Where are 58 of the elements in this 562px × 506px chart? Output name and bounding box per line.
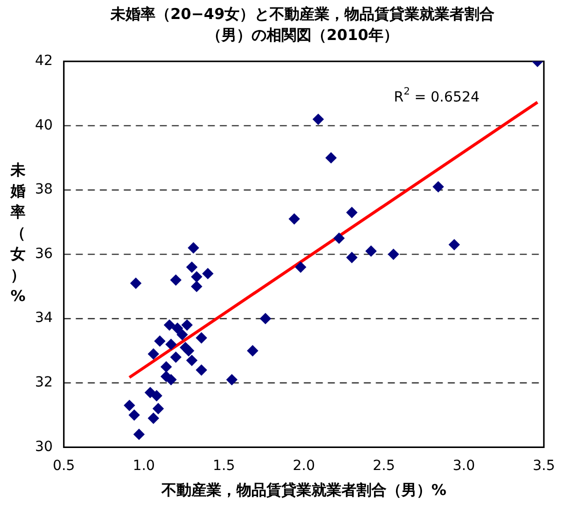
y-tick-label: 42 (34, 53, 53, 70)
y-tick-label: 38 (34, 182, 53, 198)
point (182, 320, 193, 331)
x-tick-label: 1.0 (132, 458, 155, 474)
y-tick-label: 36 (34, 246, 53, 262)
x-tick-label: 3.5 (532, 458, 555, 474)
point (260, 313, 271, 324)
point (188, 242, 199, 254)
point (164, 320, 175, 331)
point (166, 338, 177, 350)
point (191, 280, 202, 292)
point (151, 390, 162, 402)
point (346, 252, 358, 264)
point (166, 374, 177, 386)
point (134, 428, 145, 440)
point (176, 329, 188, 340)
x-tick-label: 0.5 (52, 458, 75, 474)
point (202, 268, 214, 280)
point (247, 345, 258, 356)
y-axis-title: 未婚率（女）% (9, 160, 27, 307)
x-axis-title: 不動産業，物品賃貸業就業者割合（男）% (160, 480, 446, 499)
point (288, 213, 300, 224)
point (124, 400, 135, 411)
point (128, 410, 140, 421)
point (186, 354, 198, 366)
point (346, 207, 358, 218)
y-tick-label: 34 (34, 310, 53, 326)
point (226, 374, 238, 386)
point (148, 412, 159, 424)
x-tick-label: 3.0 (452, 458, 475, 474)
point (170, 352, 182, 363)
x-tick-label: 1.5 (212, 458, 235, 474)
y-tick-label: 40 (34, 117, 53, 134)
point (312, 114, 324, 125)
point (448, 239, 460, 250)
y-tick-label: 30 (34, 438, 53, 455)
point (326, 152, 337, 164)
point (152, 403, 164, 414)
point (154, 336, 166, 347)
point (130, 278, 142, 289)
point (186, 262, 198, 273)
point (388, 248, 399, 260)
point (172, 322, 183, 334)
point (432, 181, 444, 192)
x-tick-label: 2.5 (372, 458, 395, 474)
point (170, 274, 182, 286)
point (196, 332, 207, 344)
chart-title: 未婚率（20−49女）と不動産業，物品賃貸業就業者割合（男）の相関図（2010年） (109, 4, 496, 46)
point (366, 246, 377, 257)
point (295, 262, 306, 273)
x-tick-label: 2.0 (292, 458, 315, 474)
point (196, 364, 207, 376)
point (334, 232, 345, 244)
y-tick-label: 32 (34, 374, 53, 391)
point (191, 271, 202, 282)
point (160, 361, 172, 372)
point (148, 348, 159, 360)
point (183, 345, 194, 356)
